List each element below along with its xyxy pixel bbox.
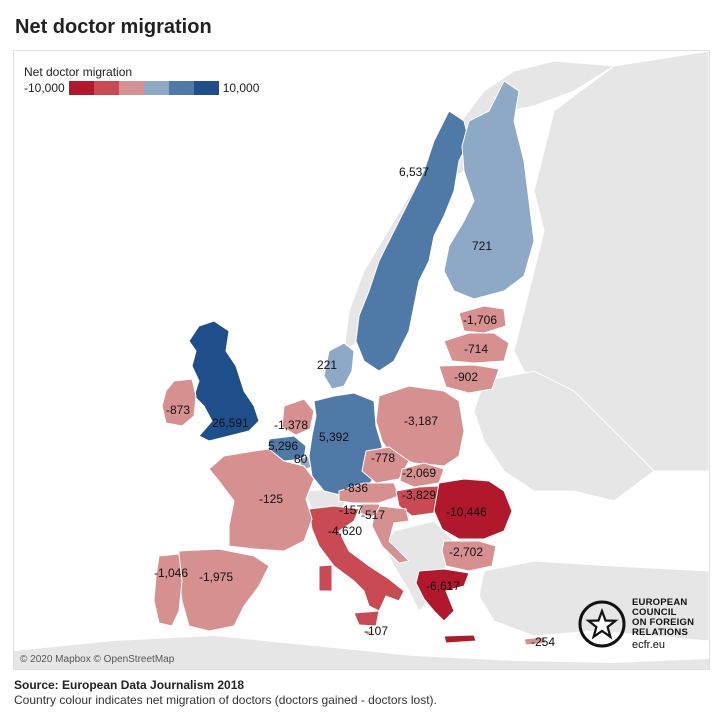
country-denmark[interactable]	[323, 342, 355, 390]
country-greece[interactable]	[415, 568, 470, 622]
legend-swatch-6	[193, 81, 219, 95]
label-bulgaria: -2,702	[449, 545, 483, 559]
country-italy-sardinia[interactable]	[318, 564, 333, 592]
label-denmark: 221	[317, 358, 337, 372]
label-spain: -1,975	[199, 570, 233, 584]
ecfr-logo-text: EUROPEAN COUNCIL ON FOREIGN RELATIONS	[632, 598, 694, 638]
map-attribution[interactable]: © 2020 Mapbox © OpenStreetMap	[20, 654, 175, 665]
logo-line-2: COUNCIL	[632, 607, 677, 618]
label-portugal: -1,046	[154, 566, 188, 580]
country-netherlands[interactable]	[281, 398, 315, 436]
country-labels: 26,591 6,537 721 221 -1,706 -714 -902 -8…	[154, 165, 555, 649]
label-greece: -6,617	[426, 579, 460, 593]
logo-line-4: RELATIONS	[632, 627, 688, 638]
map-canvas[interactable]: 26,591 6,537 721 221 -1,706 -714 -902 -8…	[14, 51, 709, 669]
label-malta: -107	[364, 624, 388, 638]
label-hungary: -3,829	[402, 488, 436, 502]
country-sweden[interactable]	[355, 110, 470, 372]
country-poland[interactable]	[375, 385, 465, 467]
country-romania[interactable]	[433, 478, 513, 540]
country-latvia[interactable]	[443, 332, 510, 364]
country-greece-crete[interactable]	[443, 634, 477, 644]
country-lithuania[interactable]	[438, 364, 500, 394]
label-latvia: -714	[464, 342, 488, 356]
legend-max-label: 10,000	[222, 81, 260, 95]
ecfr-logo[interactable]: EUROPEAN COUNCIL ON FOREIGN RELATIONS ec…	[577, 597, 695, 657]
label-netherlands: -1,378	[274, 418, 308, 432]
label-poland: -3,187	[404, 414, 438, 428]
country-italy[interactable]	[308, 505, 405, 612]
ecfr-url: ecfr.eu	[632, 639, 666, 651]
label-czechia: -778	[371, 451, 395, 465]
label-cyprus: -254	[531, 635, 555, 649]
label-romania: -10,446	[446, 505, 487, 519]
label-germany: 5,392	[319, 430, 349, 444]
label-slovakia: -2,069	[402, 466, 436, 480]
label-united-kingdom: 26,591	[212, 416, 249, 430]
footer-note: Country colour indicates net migration o…	[14, 693, 437, 707]
country-czechia[interactable]	[361, 446, 410, 484]
country-ireland[interactable]	[161, 378, 197, 427]
footer-source: Source: European Data Journalism 2018	[14, 678, 245, 692]
label-lithuania: -902	[454, 370, 478, 384]
label-belgium: 5,296	[268, 439, 298, 453]
country-estonia[interactable]	[458, 305, 507, 334]
legend-swatch-5	[168, 81, 194, 95]
country-cyprus[interactable]	[523, 636, 547, 646]
legend-swatch-3	[118, 81, 144, 95]
label-estonia: -1,706	[463, 313, 497, 327]
countries	[153, 80, 547, 646]
logo-line-1: EUROPEAN	[632, 597, 688, 608]
label-ireland: -873	[166, 403, 190, 417]
country-austria[interactable]	[338, 482, 400, 504]
legend-swatch-2	[93, 81, 119, 95]
country-malta[interactable]	[365, 630, 372, 636]
label-slovenia: -157	[339, 503, 363, 517]
ecfr-star-icon	[578, 600, 626, 648]
logo-line-3: ON FOREIGN	[632, 617, 695, 628]
legend-swatch-1	[68, 81, 94, 95]
legend: Net doctor migration -10,000 10,000	[24, 65, 259, 95]
map[interactable]: 26,591 6,537 721 221 -1,706 -714 -902 -8…	[13, 50, 710, 670]
label-croatia: -517	[361, 508, 385, 522]
legend-min-label: -10,000	[24, 81, 65, 95]
legend-swatch-4	[143, 81, 169, 95]
label-luxembourg: 80	[294, 452, 308, 466]
legend-scale: -10,000 10,000	[24, 81, 259, 95]
country-italy-sicily[interactable]	[353, 610, 380, 627]
page-title: Net doctor migration	[15, 16, 212, 38]
legend-title: Net doctor migration	[24, 65, 133, 79]
country-bulgaria[interactable]	[441, 540, 497, 572]
label-italy: -4,620	[328, 524, 362, 538]
country-finland[interactable]	[443, 80, 535, 300]
label-france: -125	[259, 492, 283, 506]
country-united-kingdom[interactable]	[188, 320, 260, 442]
label-austria: -836	[344, 481, 368, 495]
label-sweden: 6,537	[399, 165, 429, 179]
label-finland: 721	[472, 239, 492, 253]
country-spain[interactable]	[178, 548, 270, 632]
background-land	[14, 51, 709, 669]
country-croatia[interactable]	[371, 505, 411, 564]
country-france[interactable]	[208, 448, 315, 552]
country-portugal[interactable]	[153, 553, 183, 627]
